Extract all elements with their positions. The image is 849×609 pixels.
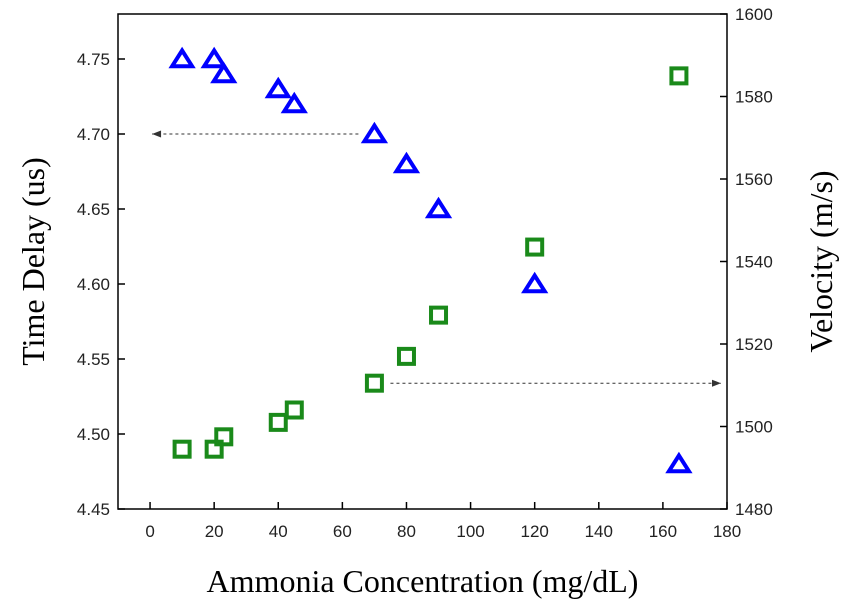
right-y-tick-label: 1560 — [735, 170, 773, 189]
right-y-tick-label: 1600 — [735, 5, 773, 24]
triangle-data-point — [360, 121, 389, 144]
triangle-data-point — [392, 151, 421, 174]
x-tick-label: 40 — [269, 522, 288, 541]
square-data-point — [284, 400, 304, 420]
right-y-tick-label: 1520 — [735, 335, 773, 354]
triangle-data-point — [280, 91, 308, 114]
triangle-data-point — [521, 271, 549, 294]
triangle-data-point — [210, 61, 238, 84]
plot-frame — [117, 13, 728, 510]
x-tick-label: 160 — [649, 522, 677, 541]
x-tick-label: 60 — [333, 522, 352, 541]
right-y-axis-title: Velocity (m/s) — [803, 170, 839, 352]
right-y-tick-label: 1540 — [735, 253, 773, 272]
square-data-point — [172, 439, 192, 459]
left-y-tick-label: 4.50 — [77, 425, 110, 444]
left-y-tick-label: 4.60 — [77, 275, 110, 294]
left-y-tick-label: 4.75 — [77, 50, 110, 69]
annotations-layer — [152, 130, 721, 387]
annotation-arrowhead — [152, 130, 162, 138]
annotation-arrowhead — [712, 379, 721, 387]
triangle-data-point — [200, 46, 228, 69]
x-tick-label: 180 — [713, 522, 741, 541]
square-data-point — [364, 373, 384, 393]
triangle-data-point — [264, 76, 292, 99]
left-y-tick-label: 4.45 — [77, 500, 110, 519]
square-data-point — [268, 412, 288, 432]
triangle-data-point — [168, 46, 196, 69]
square-data-point — [669, 66, 689, 86]
x-tick-label: 100 — [456, 522, 484, 541]
square-data-point — [429, 305, 449, 325]
left-y-axis-title: Time Delay (us) — [15, 157, 51, 366]
left-y-tick-label: 4.70 — [77, 125, 110, 144]
ticks-layer: 0 20 40 60 80 100 120 140 160 180 4.45 4.50 4.55 4.60… — [77, 5, 773, 541]
left-y-tick-label: 4.55 — [77, 350, 110, 369]
right-y-tick-label: 1480 — [735, 500, 773, 519]
right-y-tick-label: 1500 — [735, 418, 773, 437]
square-data-point — [214, 427, 234, 447]
x-tick-label: 20 — [205, 522, 224, 541]
x-tick-label: 140 — [585, 522, 613, 541]
marks-layer — [168, 46, 693, 474]
square-data-point — [396, 346, 416, 366]
left-y-tick-label: 4.65 — [77, 200, 110, 219]
triangle-data-point — [424, 196, 453, 219]
x-axis-title: Ammonia Concentration (mg/dL) — [207, 563, 639, 599]
right-y-tick-label: 1580 — [735, 88, 773, 107]
square-data-point — [525, 237, 545, 257]
x-tick-label: 0 — [145, 522, 154, 541]
x-tick-label: 80 — [397, 522, 416, 541]
x-tick-label: 120 — [520, 522, 548, 541]
square-data-point — [204, 439, 224, 459]
triangle-data-point — [665, 451, 693, 474]
